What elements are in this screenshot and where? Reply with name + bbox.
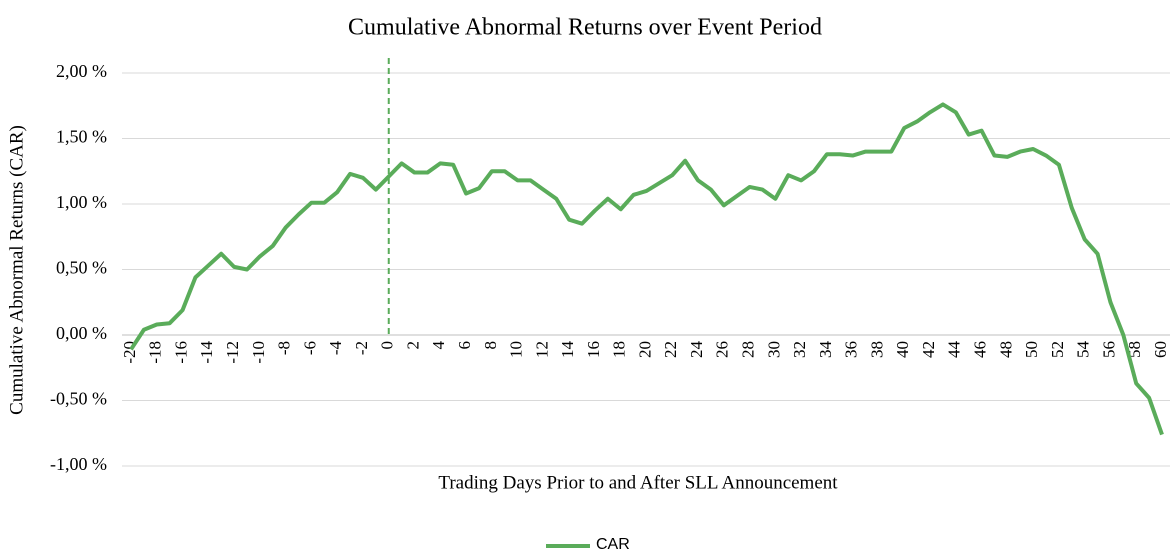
x-tick-label: 24 bbox=[687, 341, 706, 359]
y-tick-label: 0,00 % bbox=[56, 323, 107, 343]
x-tick-label: 22 bbox=[661, 341, 680, 358]
x-tick-label: -6 bbox=[300, 341, 319, 355]
y-tick-label: 1,50 % bbox=[56, 127, 107, 147]
x-axis-title: Trading Days Prior to and After SLL Anno… bbox=[438, 472, 838, 493]
y-axis-title: Cumulative Abnormal Returns (CAR) bbox=[6, 125, 27, 415]
x-tick-label: 36 bbox=[842, 341, 861, 358]
x-tick-label: -14 bbox=[197, 341, 216, 364]
x-tick-label: -2 bbox=[352, 341, 371, 355]
x-tick-label: 54 bbox=[1074, 341, 1093, 359]
x-tick-label: 32 bbox=[790, 341, 809, 358]
x-tick-label: 10 bbox=[507, 341, 526, 358]
x-tick-label: 14 bbox=[558, 341, 577, 359]
x-tick-label: -4 bbox=[326, 341, 345, 356]
x-tick-label: 30 bbox=[764, 341, 783, 358]
y-tick-label: 2,00 % bbox=[56, 61, 107, 81]
x-tick-label: 20 bbox=[635, 341, 654, 358]
x-tick-label: 42 bbox=[919, 341, 938, 358]
x-tick-label: 48 bbox=[996, 341, 1015, 358]
chart-title: Cumulative Abnormal Returns over Event P… bbox=[348, 15, 822, 41]
x-tick-label: -18 bbox=[146, 341, 165, 364]
x-tick-label: 4 bbox=[429, 341, 448, 350]
x-tick-label: 60 bbox=[1151, 341, 1170, 358]
x-tick-label: 40 bbox=[893, 341, 912, 358]
x-tick-label: 26 bbox=[713, 341, 732, 358]
x-tick-label: 52 bbox=[1048, 341, 1067, 358]
y-tick-label: -1,00 % bbox=[50, 454, 107, 474]
x-tick-label: 8 bbox=[481, 341, 500, 350]
y-tick-label: 0,50 % bbox=[56, 258, 107, 278]
x-tick-label: -12 bbox=[223, 341, 242, 364]
x-tick-label: 34 bbox=[816, 341, 835, 359]
x-tick-label: 2 bbox=[403, 341, 422, 350]
data-line bbox=[129, 102, 1164, 436]
x-tick-label: 6 bbox=[455, 341, 474, 350]
y-tick-label: -0,50 % bbox=[50, 389, 107, 409]
x-tick-label: 16 bbox=[584, 341, 603, 358]
x-tick-label: 44 bbox=[945, 341, 964, 359]
x-tick-label: -8 bbox=[275, 341, 294, 355]
x-tick-label: 50 bbox=[1022, 341, 1041, 358]
x-tick-label: 56 bbox=[1099, 341, 1118, 358]
x-tick-label: -10 bbox=[249, 341, 268, 364]
x-tick-label: -16 bbox=[171, 341, 190, 364]
x-tick-label: 28 bbox=[739, 341, 758, 358]
legend-label: CAR bbox=[596, 536, 630, 553]
y-tick-label: 1,00 % bbox=[56, 192, 107, 212]
x-tick-label: 46 bbox=[970, 341, 989, 358]
x-tick-label: 18 bbox=[610, 341, 629, 358]
x-tick-label: 12 bbox=[532, 341, 551, 358]
x-tick-label: 38 bbox=[867, 341, 886, 358]
x-tick-label: 0 bbox=[378, 341, 397, 350]
